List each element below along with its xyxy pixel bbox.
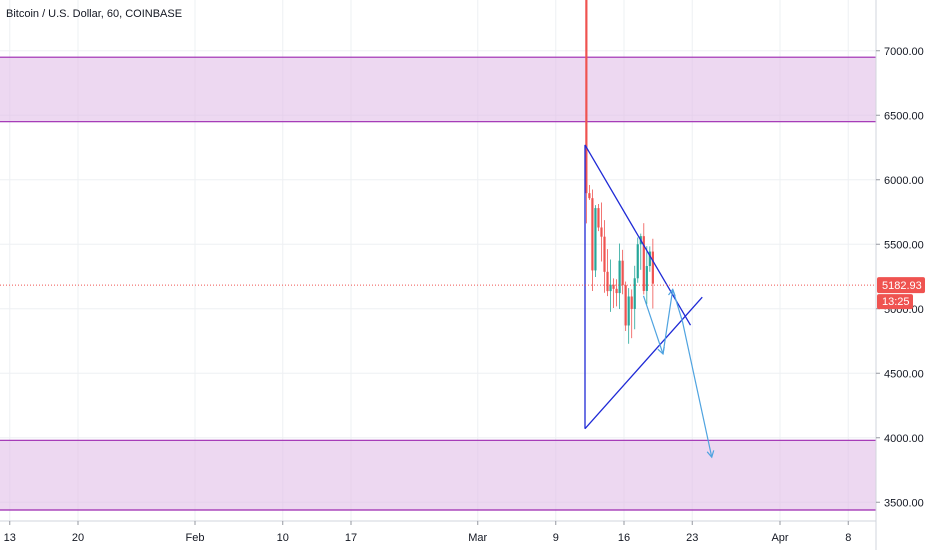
time-tick-label: 10 [277,532,289,544]
candles [585,0,654,344]
candle-body [588,193,591,199]
time-axis[interactable]: 13 20 Feb 10 17 Mar 9 16 23 Apr 8 [0,520,876,544]
candle-body [591,198,594,271]
price-tick-label: 4000.00 [884,433,924,445]
time-tick-label: 20 [72,532,84,544]
candle-body [621,260,624,286]
candle-body [624,285,627,326]
price-axis[interactable]: 3500.004000.004500.005000.005500.006000.… [875,0,930,550]
candle-body [633,278,636,309]
candle-body [636,244,639,279]
zone-fill [0,57,876,122]
time-tick-label: 17 [345,532,357,544]
time-tick-label: 9 [553,532,559,544]
trendline-drawings [584,144,715,459]
countdown-value: 13:25 [882,296,910,308]
candle-body [630,296,633,309]
time-tick-label: Feb [186,532,205,544]
time-tick-label: 23 [686,532,698,544]
projection-arrowhead [657,346,665,356]
zone-fill [0,440,876,510]
projection-arrowhead [668,288,676,297]
symbol-legend[interactable]: Bitcoin / U.S. Dollar, 60, COINBASE [6,8,183,20]
last-price-value: 5182.93 [882,280,922,292]
price-tick-label: 7000.00 [884,46,924,58]
candle-body [648,251,651,267]
countdown-tag [877,294,913,310]
triangle-lower-trendline [584,296,703,430]
candle-body [627,296,630,326]
candle-body [600,227,603,237]
price-tick-label: 3500.00 [884,497,924,509]
price-tags: 5182.93 13:25 [877,277,925,310]
candle-body [612,284,615,289]
price-tick-label: 5500.00 [884,239,924,251]
candle-body [609,284,612,292]
candle-body [618,260,621,294]
candle-body [645,266,648,291]
projection-segment [642,295,664,355]
time-tick-label: Mar [468,532,487,544]
support-resistance-zones [0,56,876,511]
candle-body [615,288,618,294]
time-tick-label: 13 [4,532,16,544]
time-tick-label: 8 [845,532,851,544]
triangle-upper-trendline [584,144,692,326]
candle-body [642,236,645,291]
price-tick-label: 6500.00 [884,110,924,122]
candle-body [651,251,654,284]
time-tick-label: 16 [618,532,630,544]
time-tick-label: Apr [771,532,788,544]
price-tick-label: 4500.00 [884,368,924,380]
candle-body [606,271,609,292]
last-price-tag [877,277,925,294]
candle-body [594,208,597,271]
projection-segment [681,321,713,458]
price-tick-label: 6000.00 [884,175,924,187]
projection-arrowhead [706,450,715,459]
candle-body [597,208,600,228]
candle-body [603,236,606,272]
projection-segment [662,289,674,354]
candle-body [585,0,588,194]
